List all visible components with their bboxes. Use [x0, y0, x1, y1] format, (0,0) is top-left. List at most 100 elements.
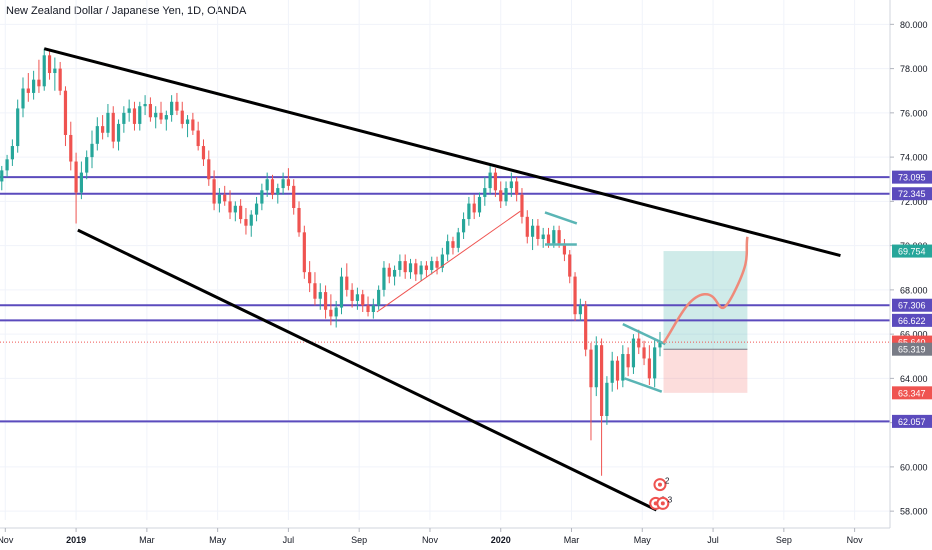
price-label-box	[892, 386, 932, 400]
price-labels: 73.095 72.345 67.306 66.622 62.057 69.754 65.6…	[892, 170, 932, 428]
candle-body	[111, 112, 115, 142]
candle-body	[515, 181, 519, 195]
candle-body	[95, 126, 99, 144]
candle-body	[228, 201, 232, 213]
time-tick-label: May	[209, 535, 227, 545]
candle-body	[244, 219, 248, 226]
price-label-box	[892, 298, 932, 312]
price-tick-label: 72.000	[900, 197, 928, 207]
chart-grid	[0, 0, 890, 520]
price-label-text: 65.640	[898, 338, 926, 348]
time-tick-label: May	[634, 535, 652, 545]
candle-body	[626, 354, 630, 368]
candle-body	[541, 234, 545, 239]
time-tick-label: Nov	[847, 535, 864, 545]
candle-body	[530, 225, 535, 237]
candle-body	[16, 108, 20, 147]
candle-body	[483, 188, 487, 197]
candle-body	[467, 203, 471, 220]
price-tick-label: 60.000	[900, 462, 928, 472]
price-tick-label: 78.000	[900, 64, 928, 74]
candle-body	[0, 170, 4, 182]
idea-annotations: 223	[649, 477, 673, 510]
candle-body	[578, 305, 582, 315]
candle-body	[361, 294, 365, 306]
projection-curve	[662, 236, 749, 344]
time-tick-label: Sep	[351, 535, 367, 545]
price-tick-label: 64.000	[900, 374, 928, 384]
candle-body	[488, 172, 492, 189]
candle-body	[536, 225, 540, 239]
idea-marker-count: 3	[668, 495, 673, 504]
position-zones	[663, 251, 748, 393]
candle-body	[477, 196, 482, 213]
candle-body	[180, 110, 184, 124]
candle-body	[260, 190, 264, 204]
candle-body	[520, 194, 524, 217]
flag-top-line	[544, 211, 578, 225]
candle-body	[26, 88, 30, 93]
trendlines	[43, 47, 841, 512]
candle-body	[451, 241, 455, 248]
candle-body	[355, 294, 360, 301]
price-label-box	[892, 313, 932, 327]
candle-body	[546, 234, 551, 244]
price-label-text: 66.622	[898, 316, 926, 326]
candle-body	[552, 230, 556, 244]
candle-body	[101, 126, 105, 133]
candle-body	[85, 157, 89, 173]
candle-body	[32, 79, 36, 93]
time-tick-label: Nov	[422, 535, 439, 545]
candle-body	[637, 338, 641, 348]
candle-body	[196, 130, 200, 147]
candle-body	[440, 254, 444, 268]
candle-body	[631, 338, 636, 368]
candle-body	[323, 292, 328, 310]
stop-zone	[663, 349, 748, 393]
candle-body	[446, 241, 450, 255]
price-tick-label: 68.000	[900, 285, 928, 295]
idea-marker-dot	[657, 482, 662, 487]
candle-body	[414, 263, 418, 275]
candle-body	[281, 179, 285, 189]
time-tick-label: Jul	[283, 535, 295, 545]
candle-body	[461, 219, 466, 233]
candle-body	[53, 68, 57, 74]
support-ray	[376, 210, 521, 313]
candle-body	[170, 101, 174, 116]
price-label-box	[892, 414, 932, 428]
candle-body	[334, 307, 338, 317]
candle-body	[185, 119, 190, 124]
price-label-text: 73.095	[898, 173, 926, 183]
chart-title: New Zealand Dollar / Japanese Yen, 1D, O…	[6, 5, 247, 17]
price-label-text: 65.319	[898, 345, 926, 355]
candle-body	[589, 349, 593, 388]
candle-body	[223, 194, 227, 202]
price-tick-label: 80.000	[900, 20, 928, 30]
candle-body	[175, 101, 179, 111]
candle-body	[138, 106, 142, 124]
candle-body	[37, 79, 41, 87]
candle-body	[584, 305, 588, 350]
candle-body	[270, 179, 275, 195]
price-label-box	[892, 187, 932, 201]
idea-marker-count: 2	[665, 477, 670, 486]
candle-body	[42, 55, 46, 87]
candle-body	[191, 119, 195, 131]
candle-body	[366, 305, 370, 312]
candle-body	[79, 172, 83, 193]
candle-body	[329, 309, 333, 317]
pattern-drawings	[376, 210, 749, 393]
candle-body	[74, 161, 78, 193]
candle-body	[233, 205, 237, 213]
candle-body	[568, 254, 572, 277]
candle-body	[297, 208, 301, 233]
candle-body	[653, 347, 657, 379]
candle-body	[265, 179, 269, 191]
candle-body	[398, 261, 402, 270]
price-label-box	[892, 342, 932, 356]
candle-body	[472, 203, 476, 213]
candle-body	[292, 185, 296, 208]
time-tick-label: 2020	[491, 535, 511, 545]
